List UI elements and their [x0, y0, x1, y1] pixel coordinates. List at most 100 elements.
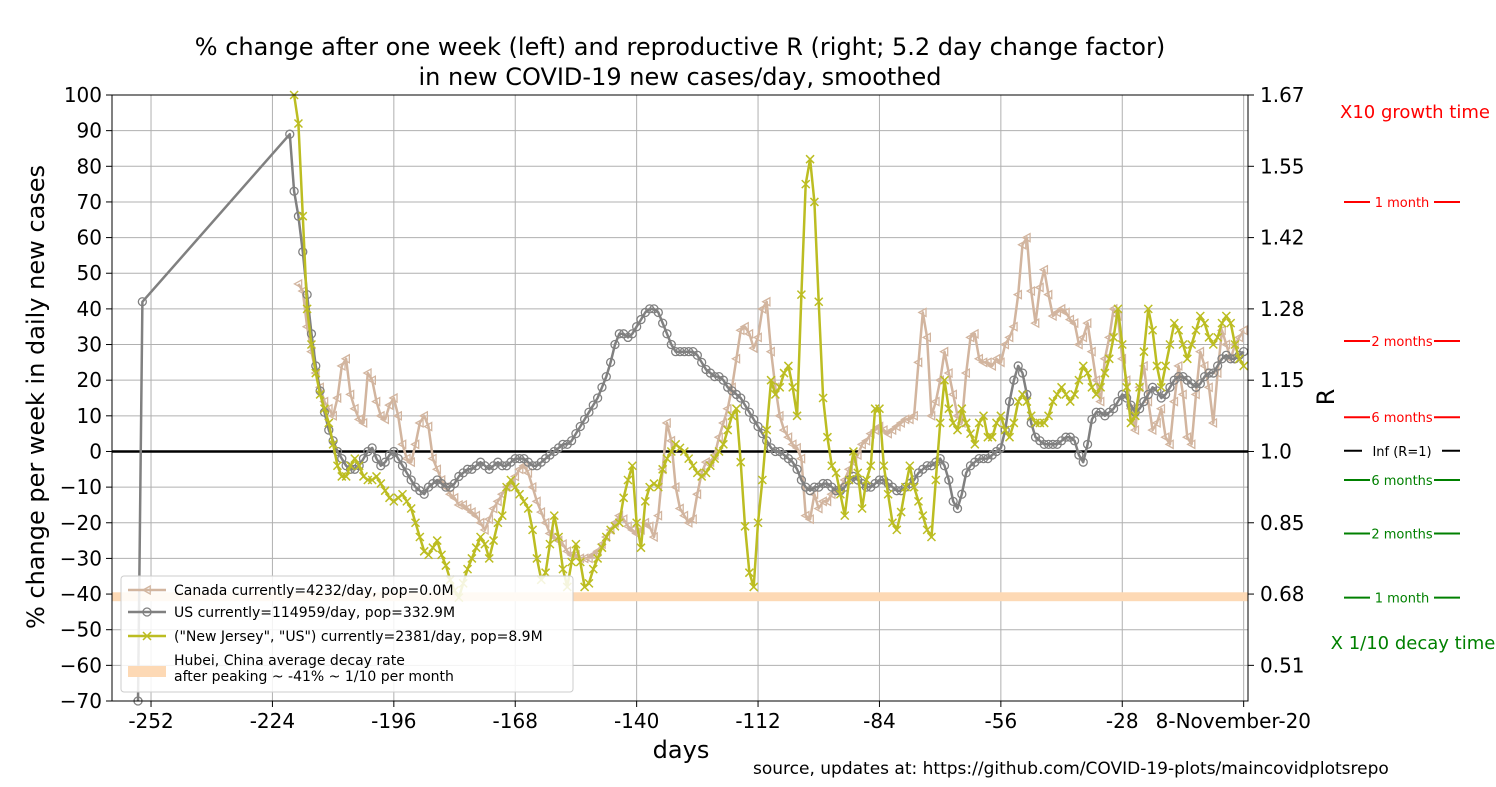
- side-marker-label: 6 months: [1371, 474, 1433, 489]
- data-point: [1069, 436, 1080, 446]
- data-point: [787, 439, 797, 450]
- data-point: [636, 543, 646, 553]
- data-point: [1161, 361, 1171, 371]
- data-point: [1148, 325, 1158, 335]
- data-point: [531, 496, 541, 507]
- data-point: [957, 489, 967, 499]
- data-point: [679, 446, 689, 457]
- data-point: [1047, 310, 1057, 322]
- data-point: [471, 543, 481, 553]
- y-right-tick-label: 0.85: [1260, 511, 1305, 535]
- data-point: [1126, 400, 1136, 410]
- data-point: [1004, 396, 1015, 407]
- data-point: [332, 392, 342, 404]
- data-point: [449, 492, 459, 503]
- data-point: [1083, 368, 1093, 378]
- data-point: [1238, 325, 1248, 336]
- data-point: [1113, 396, 1123, 407]
- data-point: [549, 511, 559, 521]
- y-tick-label: 100: [64, 83, 102, 107]
- data-point: [462, 503, 472, 514]
- data-point: [419, 489, 429, 499]
- legend-label: ("New Jersey", "US") currently=2381/day,…: [174, 629, 543, 645]
- data-point: [415, 532, 425, 542]
- data-point: [783, 432, 793, 443]
- data-point: [939, 375, 950, 385]
- data-point: [705, 461, 715, 471]
- side-marker: 1 month: [1344, 196, 1460, 211]
- data-point: [557, 539, 567, 550]
- data-point: [575, 421, 585, 432]
- data-point: [809, 482, 820, 492]
- data-point: [311, 368, 321, 378]
- data-point: [1057, 382, 1067, 392]
- data-point: [714, 446, 724, 457]
- data-point: [723, 425, 733, 435]
- data-point: [882, 428, 892, 439]
- data-point: [670, 482, 680, 493]
- data-point: [592, 393, 603, 403]
- data-point: [627, 329, 637, 339]
- legend-label: US currently=114959/day, pop=332.9M: [174, 605, 455, 621]
- data-point: [418, 410, 429, 421]
- data-point: [926, 532, 937, 542]
- data-point: [1143, 304, 1153, 314]
- data-point: [631, 528, 641, 539]
- data-point: [502, 482, 512, 492]
- data-point: [678, 510, 689, 521]
- data-point: [1013, 361, 1023, 371]
- data-point: [736, 457, 746, 467]
- data-point: [506, 475, 516, 485]
- data-point: [952, 425, 963, 435]
- data-point: [635, 524, 645, 535]
- data-point: [1168, 396, 1179, 407]
- y-axis-label: % change per week in daily new cases: [22, 165, 50, 629]
- data-point: [379, 414, 390, 425]
- data-point: [405, 457, 416, 468]
- side-marker: 1 month: [1344, 592, 1460, 607]
- data-point: [844, 475, 854, 485]
- data-point: [463, 564, 473, 574]
- data-point: [575, 557, 585, 567]
- y-tick-label: 30: [77, 333, 102, 357]
- data-point: [1048, 397, 1058, 407]
- data-point: [1177, 389, 1187, 400]
- data-point: [891, 421, 901, 432]
- data-point: [1043, 289, 1053, 300]
- data-point: [532, 553, 542, 563]
- data-point: [1087, 382, 1097, 392]
- data-point: [1169, 318, 1179, 328]
- data-point: [623, 475, 633, 485]
- data-point: [1203, 382, 1213, 393]
- data-point: [584, 407, 594, 417]
- data-point: [397, 439, 407, 450]
- side-marker-label: 2 months: [1371, 527, 1433, 542]
- x-axis-ticks: -252 -224 -196 -168 -140 -112 -84 -56 -28 8-Novem…: [128, 701, 1311, 733]
- data-point: [883, 489, 893, 499]
- y-right-tick-label: 1.42: [1260, 226, 1305, 250]
- data-point: [431, 464, 442, 475]
- data-point: [661, 417, 671, 429]
- data-point: [1034, 282, 1044, 293]
- data-point: [666, 446, 676, 457]
- data-point: [930, 396, 940, 407]
- data-point: [731, 353, 741, 364]
- data-point: [892, 486, 902, 496]
- plot-frame: [111, 94, 1249, 702]
- data-point: [922, 461, 932, 471]
- data-point: [817, 496, 827, 507]
- y-right-tick-label: 1.15: [1260, 368, 1305, 392]
- data-point: [1122, 382, 1132, 392]
- data-point: [878, 424, 888, 436]
- data-point: [887, 518, 897, 528]
- data-point: [392, 410, 403, 421]
- y-right-tick-label: 1.0: [1260, 439, 1292, 463]
- y-tick-label: −60: [60, 653, 102, 677]
- data-point: [515, 489, 525, 499]
- data-point: [427, 453, 437, 464]
- x-tick-label: -28: [1106, 709, 1139, 733]
- x-tick-label: -84: [863, 709, 896, 733]
- data-point: [1064, 314, 1075, 325]
- data-point: [1061, 389, 1071, 399]
- data-point: [1090, 375, 1101, 386]
